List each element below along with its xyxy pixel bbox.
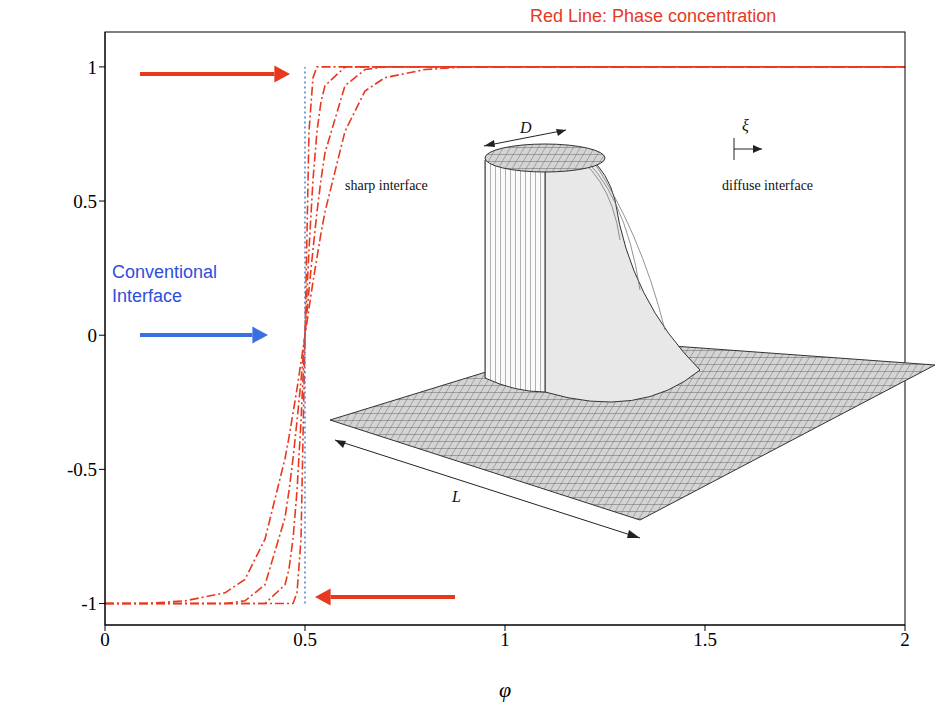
svg-text:1.5: 1.5 bbox=[693, 629, 717, 650]
svg-text:sharp interface: sharp interface bbox=[345, 178, 428, 193]
svg-text:1: 1 bbox=[88, 57, 98, 78]
svg-text:φ: φ bbox=[499, 677, 511, 702]
svg-text:-1: -1 bbox=[81, 593, 97, 614]
svg-text:D: D bbox=[519, 119, 532, 136]
svg-text:0: 0 bbox=[100, 629, 110, 650]
svg-text:ConventionalInterface: ConventionalInterface bbox=[112, 262, 217, 306]
svg-text:-0.5: -0.5 bbox=[67, 459, 97, 480]
svg-text:2: 2 bbox=[900, 629, 910, 650]
svg-text:0.5: 0.5 bbox=[293, 629, 317, 650]
svg-text:1: 1 bbox=[500, 629, 510, 650]
svg-text:ξ: ξ bbox=[742, 117, 749, 134]
svg-text:Red Line: Phase concentration: Red Line: Phase concentration bbox=[530, 6, 776, 26]
svg-text:0.5: 0.5 bbox=[73, 191, 97, 212]
svg-text:diffuse interface: diffuse interface bbox=[722, 178, 813, 193]
svg-text:0: 0 bbox=[88, 325, 98, 346]
svg-text:L: L bbox=[451, 488, 461, 505]
